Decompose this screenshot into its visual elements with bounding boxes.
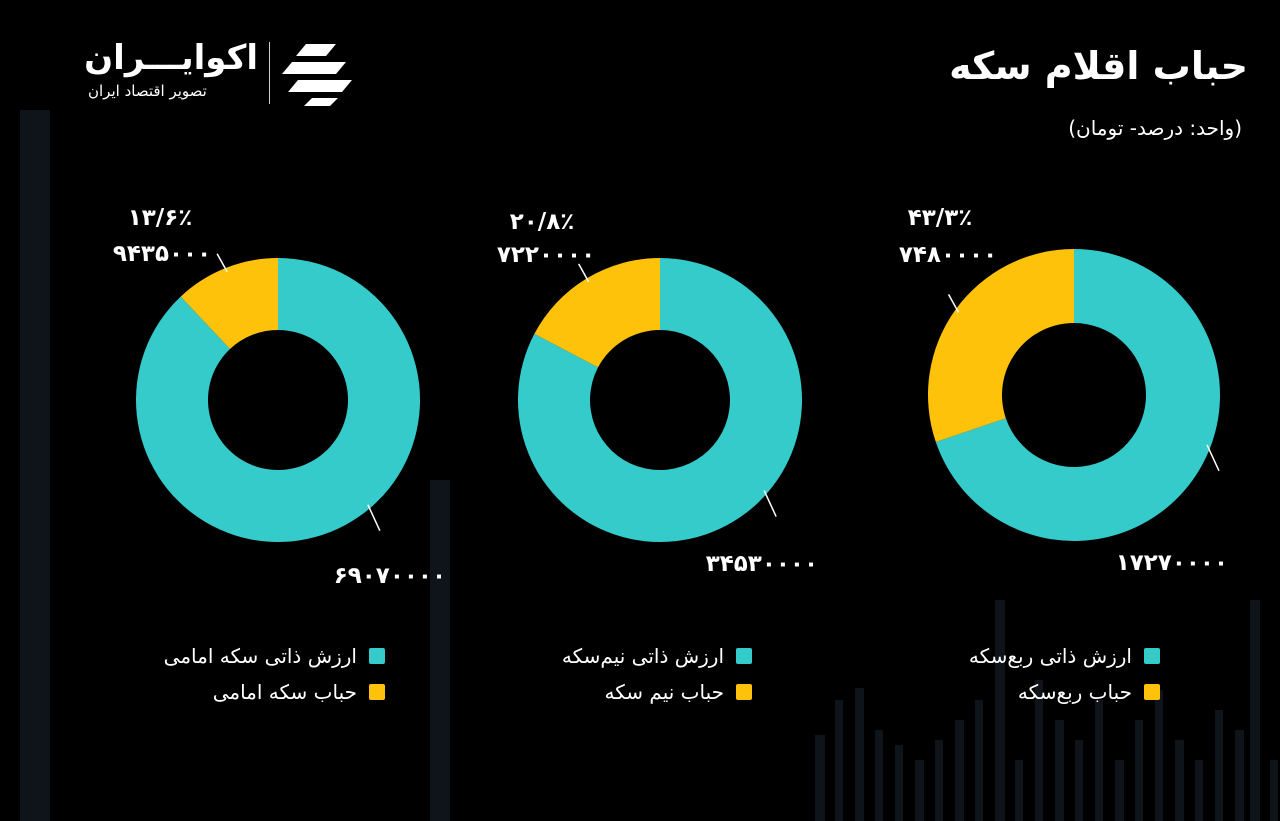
legend-item: حباب سکه امامی bbox=[85, 674, 385, 710]
bubble-slice bbox=[534, 258, 660, 368]
brand-logo: اکوایـــران تصویر اقتصاد ایران bbox=[50, 38, 352, 108]
intrinsic-value-label: ۱۷۲۷۰۰۰۰ bbox=[1116, 550, 1228, 576]
intrinsic-leader-line bbox=[1206, 444, 1220, 472]
donut-chart-1: ۱۳/۶٪ ۹۴۳۵۰۰۰ ۶۹۰۷۰۰۰۰ bbox=[113, 205, 446, 589]
legend-item: حباب نیم سکه bbox=[452, 674, 752, 710]
intrinsic-leader-line bbox=[367, 504, 381, 532]
bubble-value-label: ۹۴۳۵۰۰۰ bbox=[113, 241, 211, 267]
bubble-swatch bbox=[369, 684, 385, 700]
legend-label: حباب سکه امامی bbox=[212, 680, 357, 704]
bubble-swatch bbox=[736, 684, 752, 700]
intrinsic-value-slice bbox=[935, 249, 1220, 541]
intrinsic-swatch bbox=[369, 648, 385, 664]
bubble-percent-label: ۱۳/۶٪ bbox=[128, 205, 193, 231]
logo-name: اکوایـــران bbox=[84, 38, 258, 78]
bubble-value-label: ۷۴۸۰۰۰۰ bbox=[899, 242, 997, 268]
page-title: حباب اقلام سکه bbox=[949, 44, 1248, 88]
bubble-leader-line bbox=[947, 293, 960, 313]
legend-item: حباب ربع‌سکه bbox=[860, 674, 1160, 710]
legend-label: ارزش ذاتی ربع‌سکه bbox=[968, 644, 1132, 668]
intrinsic-swatch bbox=[1144, 648, 1160, 664]
legend-label: ارزش ذاتی نیم‌سکه bbox=[561, 644, 724, 668]
legend-label: حباب نیم سکه bbox=[604, 680, 724, 704]
legend-chart-1: ارزش ذاتی سکه امامی حباب سکه امامی bbox=[85, 638, 385, 710]
legend-label: حباب ربع‌سکه bbox=[1017, 680, 1132, 704]
intrinsic-swatch bbox=[736, 648, 752, 664]
bubble-value-label: ۷۲۲۰۰۰۰ bbox=[497, 242, 595, 268]
intrinsic-value-slice bbox=[135, 258, 420, 542]
bubble-percent-label: ۴۳/۳٪ bbox=[908, 205, 973, 231]
intrinsic-value-label: ۶۹۰۷۰۰۰۰ bbox=[334, 563, 446, 589]
donut-chart-3: ۴۳/۳٪ ۷۴۸۰۰۰۰ ۱۷۲۷۰۰۰۰ bbox=[899, 205, 1228, 576]
logo-divider bbox=[269, 42, 270, 104]
intrinsic-leader-line bbox=[763, 490, 777, 517]
donut-chart-2: ۲۰/۸٪ ۷۲۲۰۰۰۰ ۳۴۵۳۰۰۰۰ bbox=[497, 209, 818, 577]
bubble-swatch bbox=[1144, 684, 1160, 700]
legend-label: ارزش ذاتی سکه امامی bbox=[163, 644, 357, 668]
legend-item: ارزش ذاتی نیم‌سکه bbox=[452, 638, 752, 674]
legend-chart-3: ارزش ذاتی ربع‌سکه حباب ربع‌سکه bbox=[860, 638, 1160, 710]
ecoiran-logo-icon bbox=[282, 44, 352, 106]
bubble-leader-line bbox=[216, 253, 228, 273]
bubble-slice bbox=[928, 248, 1074, 443]
legend-item: ارزش ذاتی سکه امامی bbox=[85, 638, 385, 674]
intrinsic-value-label: ۳۴۵۳۰۰۰۰ bbox=[706, 551, 818, 577]
legend-item: ارزش ذاتی ربع‌سکه bbox=[860, 638, 1160, 674]
bubble-percent-label: ۲۰/۸٪ bbox=[510, 209, 575, 235]
bubble-leader-line bbox=[578, 263, 590, 283]
logo-tagline: تصویر اقتصاد ایران bbox=[88, 82, 207, 100]
bubble-slice bbox=[180, 258, 278, 350]
intrinsic-value-slice bbox=[517, 258, 802, 543]
page-subtitle: (واحد: درصد- تومان) bbox=[1068, 116, 1242, 140]
legend-chart-2: ارزش ذاتی نیم‌سکه حباب نیم سکه bbox=[452, 638, 752, 710]
